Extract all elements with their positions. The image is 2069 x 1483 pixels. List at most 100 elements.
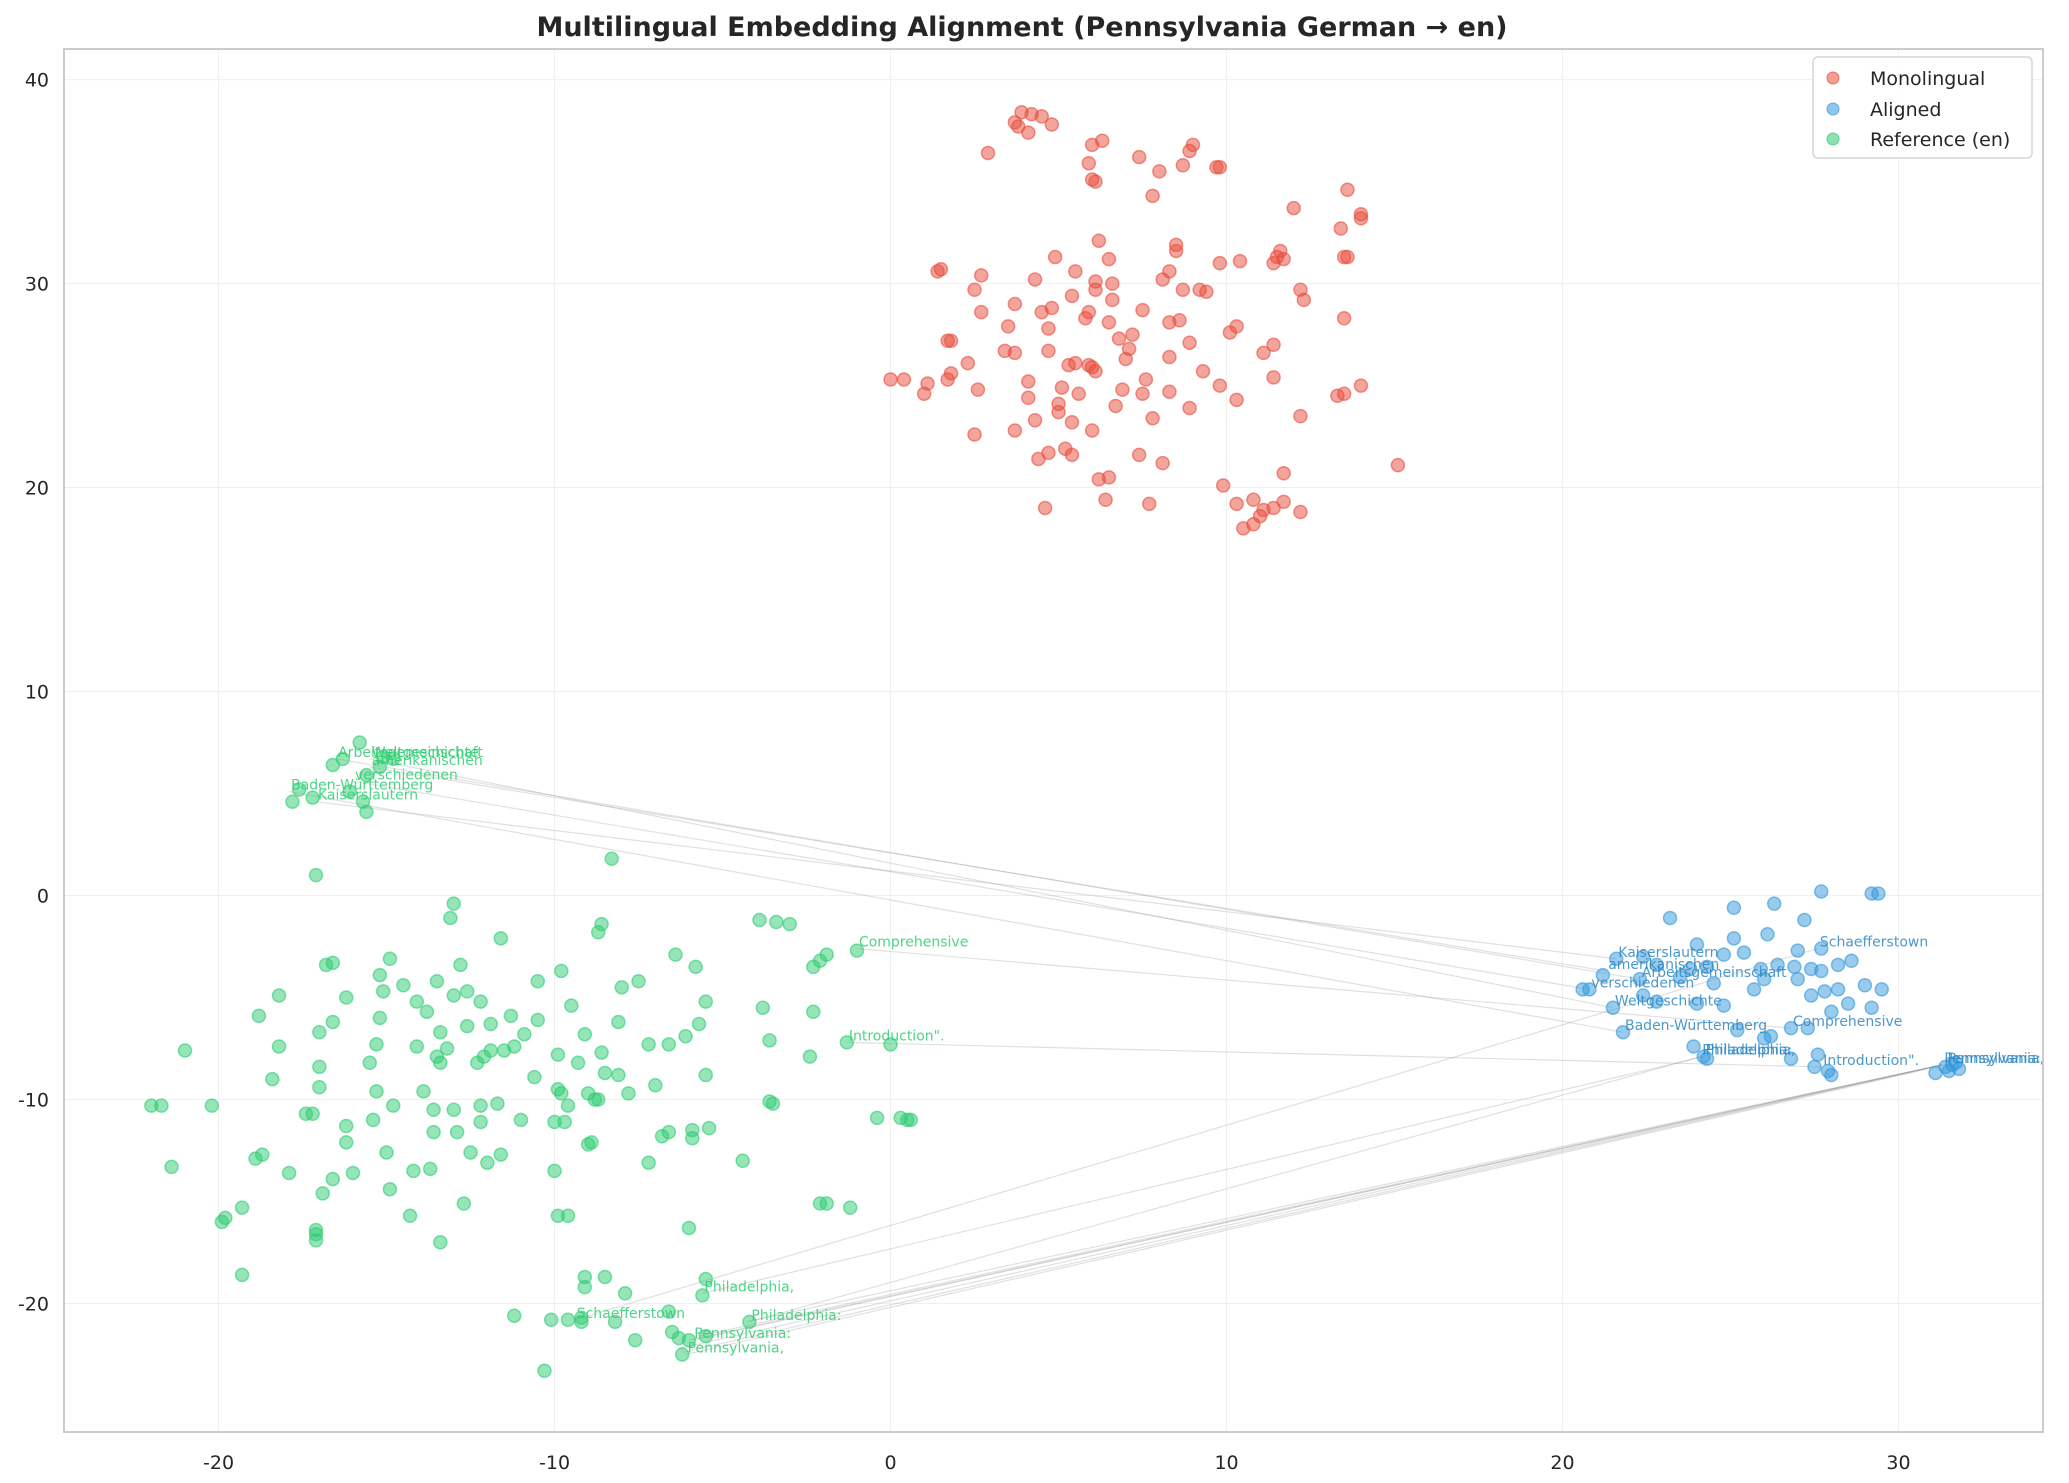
data-point (614, 980, 629, 995)
data-point (338, 1118, 354, 1134)
data-point (426, 1102, 441, 1117)
y-tick-label: 20 (25, 478, 49, 500)
data-point (1746, 982, 1762, 997)
data-point (1145, 410, 1160, 426)
data-point (1689, 996, 1705, 1011)
data-point (621, 1086, 636, 1101)
data-point (1857, 978, 1873, 993)
data-point (379, 1145, 394, 1160)
data-point (1111, 331, 1127, 346)
data-point (698, 1328, 713, 1344)
data-point (547, 1163, 562, 1179)
data-point (1212, 378, 1228, 393)
data-point (463, 1145, 478, 1160)
data-point (1229, 319, 1244, 334)
data-point (1340, 249, 1355, 265)
data-point (1142, 496, 1157, 512)
data-point (1175, 282, 1191, 297)
data-point (1726, 900, 1742, 916)
data-point (1131, 149, 1147, 165)
data-point (453, 957, 468, 973)
data-point (517, 1026, 532, 1042)
data-point (530, 973, 546, 989)
data-point (281, 1165, 297, 1181)
y-tick-label: 40 (25, 70, 49, 92)
data-point (701, 1120, 717, 1136)
data-point (903, 1112, 918, 1128)
data-point (607, 1314, 623, 1330)
data-point (312, 1080, 327, 1095)
data-point (402, 1208, 418, 1224)
data-point (742, 1314, 757, 1330)
y-tick-label: 10 (25, 682, 49, 704)
data-point (1726, 931, 1742, 946)
reference-point-label: Pennsylvania: (694, 1326, 791, 1342)
data-point (1131, 447, 1147, 463)
alignment-link (846, 1041, 1822, 1068)
data-point (1951, 1061, 1967, 1077)
data-point (970, 382, 986, 397)
x-tick-label: -20 (203, 1452, 234, 1474)
legend-label-aligned: Aligned (1870, 99, 1941, 121)
data-point (678, 1029, 693, 1044)
data-point (1736, 945, 1752, 960)
data-point (1813, 963, 1829, 979)
data-point (1172, 313, 1187, 328)
data-point (1790, 943, 1805, 958)
data-point (1716, 998, 1732, 1013)
data-point (1824, 1067, 1839, 1083)
data-point (597, 1269, 613, 1285)
data-point (802, 1049, 818, 1064)
data-point (1068, 355, 1083, 371)
data-point (698, 1067, 713, 1083)
data-point (1081, 155, 1097, 171)
data-point (359, 804, 374, 820)
data-point (271, 988, 287, 1003)
data-point (1047, 249, 1063, 265)
data-point (433, 1235, 448, 1250)
data-point (1101, 470, 1117, 485)
data-point (1027, 272, 1043, 287)
data-point (1672, 969, 1688, 985)
data-point (1007, 296, 1023, 312)
data-point (943, 333, 959, 348)
data-point (1041, 343, 1056, 359)
data-point (372, 967, 388, 983)
data-point (560, 1098, 576, 1113)
data-point (362, 1055, 378, 1071)
data-point (1390, 457, 1406, 473)
data-point (1276, 494, 1291, 510)
data-point (1807, 1059, 1822, 1075)
data-point (967, 282, 982, 297)
x-tick-label: -10 (539, 1452, 570, 1474)
data-point (1353, 211, 1369, 226)
data-point (312, 1024, 327, 1040)
data-point (960, 355, 976, 371)
data-point (560, 1208, 576, 1224)
data-point (641, 1155, 656, 1170)
data-point (285, 794, 300, 809)
data-point (594, 1045, 609, 1060)
data-point (345, 1165, 361, 1181)
data-point (234, 1200, 250, 1215)
data-point (974, 268, 989, 283)
data-point (473, 1098, 488, 1113)
aligned-point-label: verschiedenen (1591, 975, 1694, 991)
data-points (144, 104, 1967, 1379)
reference-point-label: Introduction". (849, 1028, 945, 1044)
data-point (755, 1000, 771, 1015)
data-point (1021, 390, 1036, 406)
data-point (422, 1161, 438, 1177)
data-point (1098, 492, 1113, 508)
data-point (1175, 158, 1191, 173)
data-point (849, 943, 865, 958)
reference-point-label: verschiedenen (355, 767, 458, 783)
data-point (681, 1220, 697, 1236)
data-point (1081, 304, 1097, 320)
data-point (974, 304, 989, 320)
data-point (439, 1041, 455, 1056)
chart-title: Multilingual Embedding Alignment (Pennsy… (536, 12, 1507, 43)
data-point (1716, 947, 1732, 962)
